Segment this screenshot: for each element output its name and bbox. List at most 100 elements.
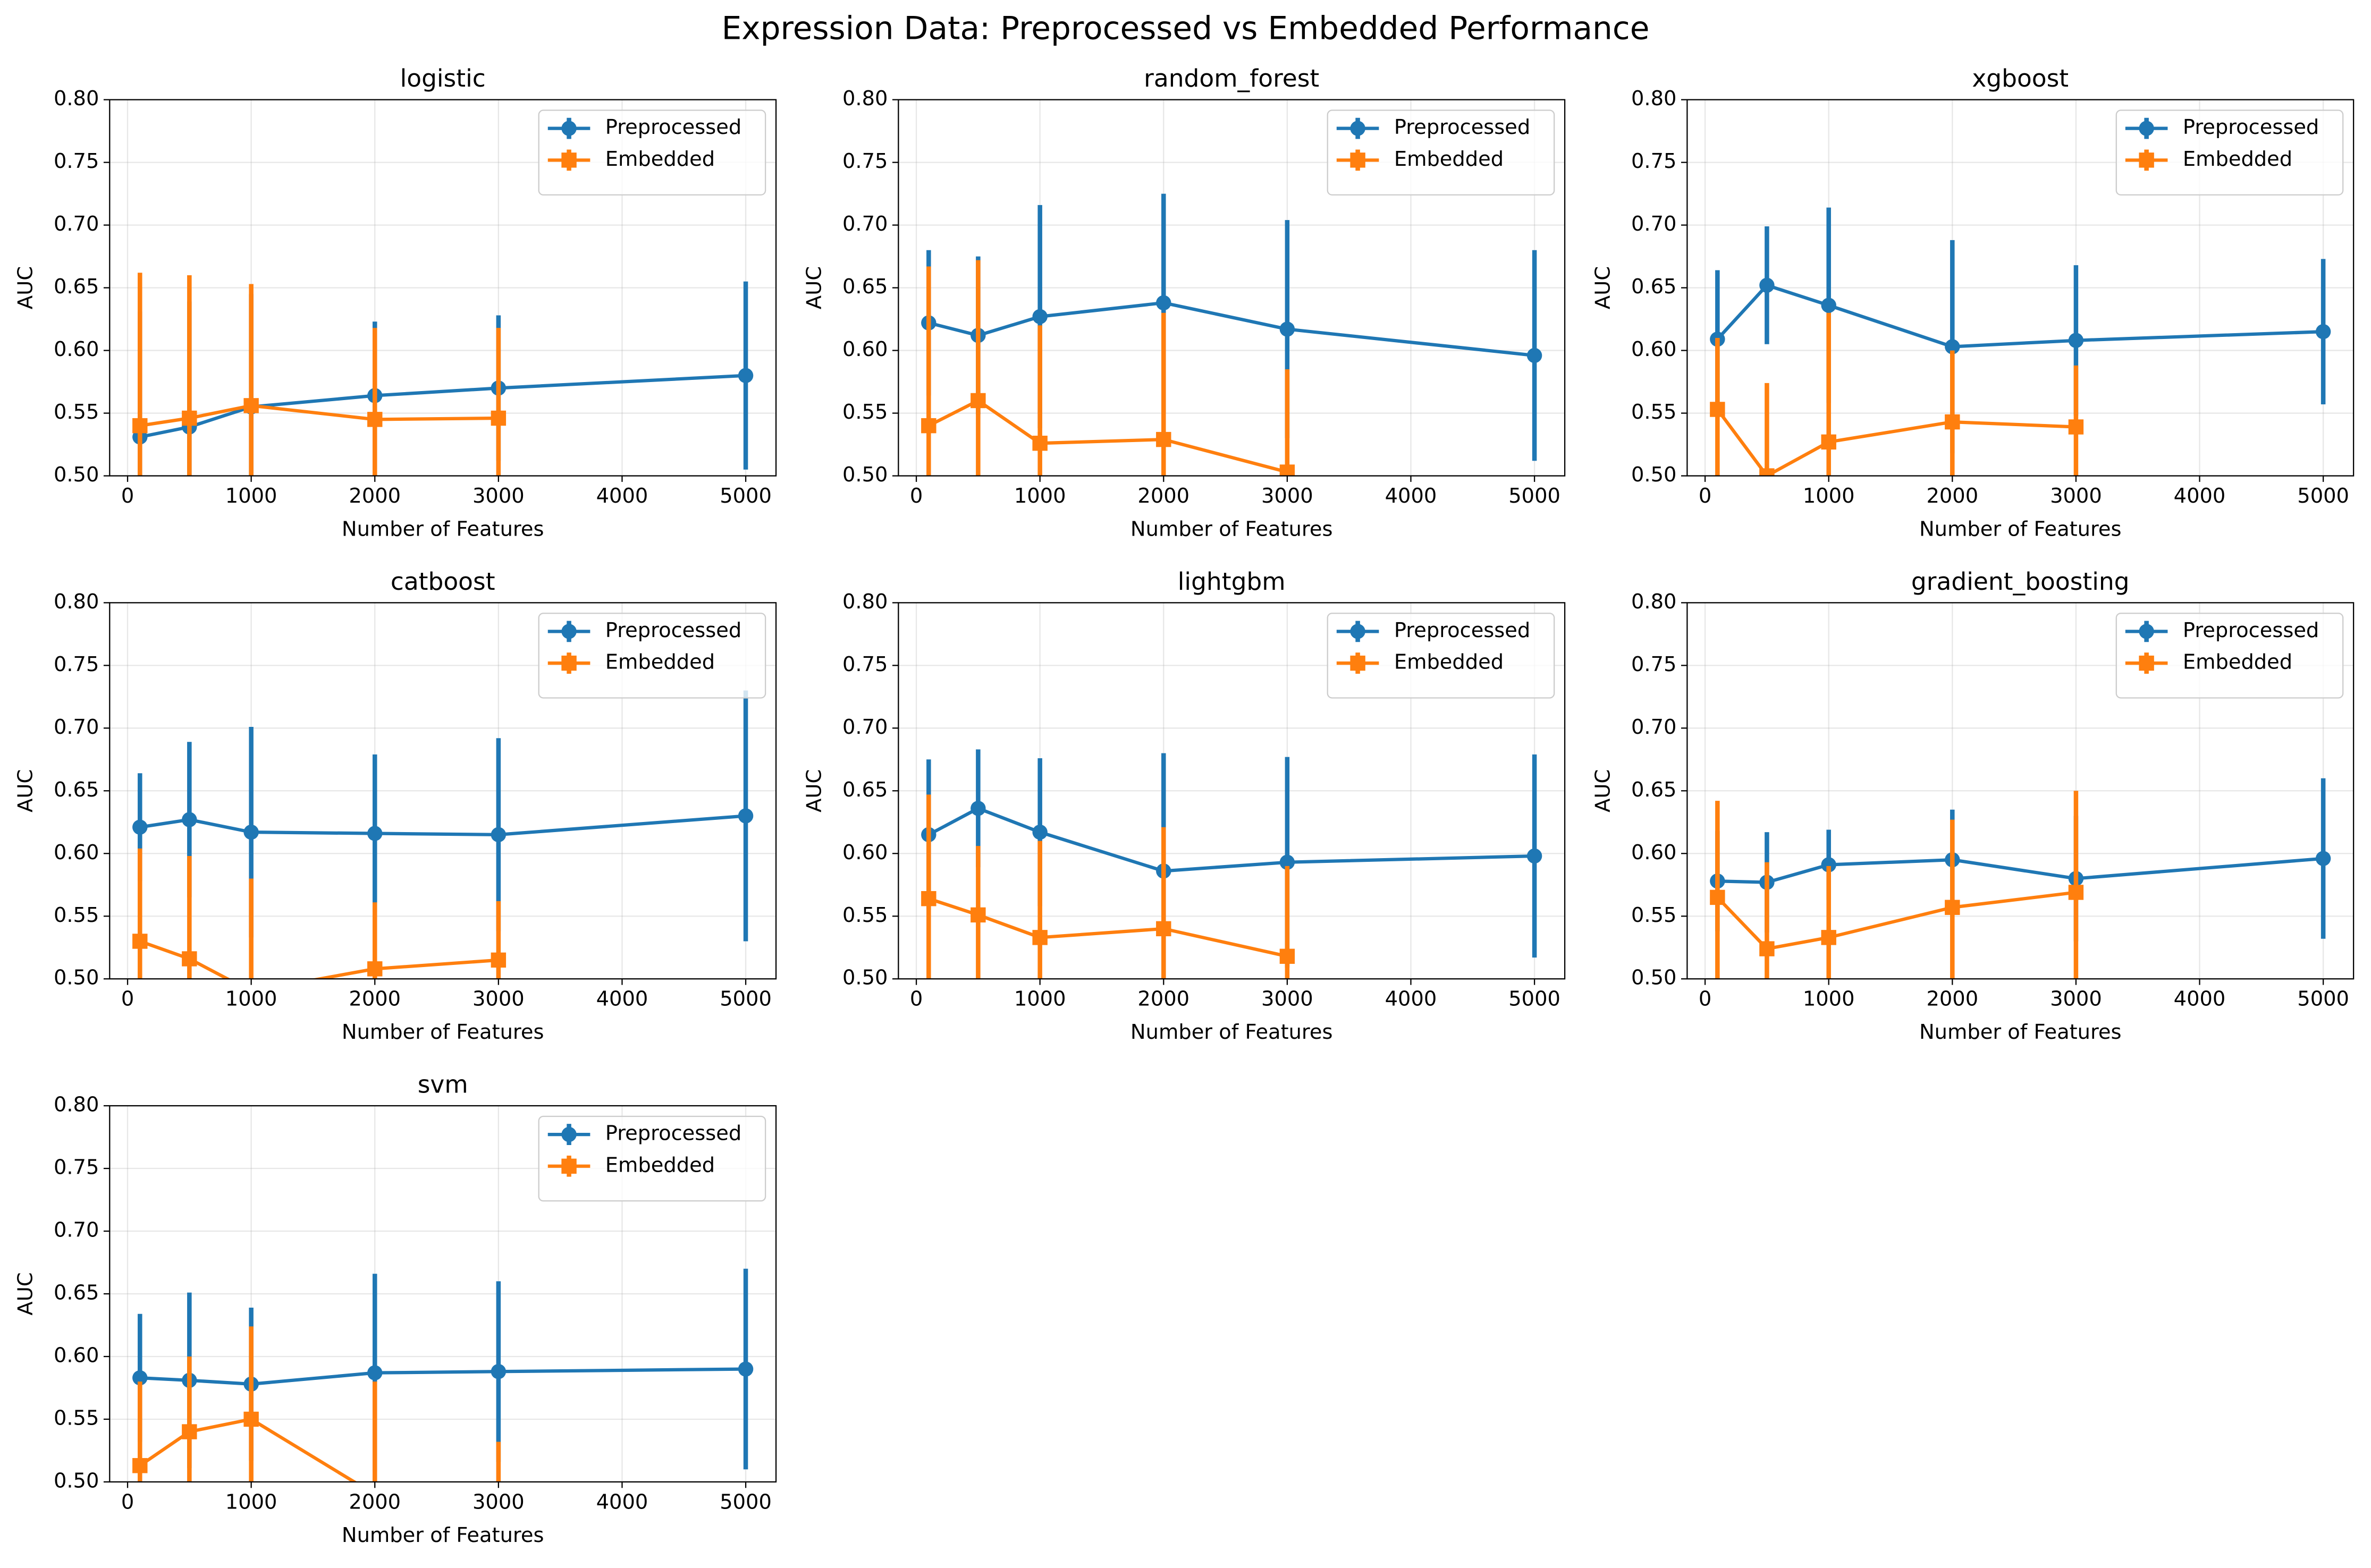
x-tick-label: 1000 xyxy=(1803,987,1855,1011)
marker xyxy=(1710,889,1725,905)
x-axis-label: Number of Features xyxy=(1130,517,1333,541)
y-tick-label: 0.70 xyxy=(1631,715,1676,739)
legend-label: Embedded xyxy=(2183,650,2292,674)
y-axis-label: AUC xyxy=(1591,266,1615,309)
series-line xyxy=(927,806,1535,873)
marker xyxy=(132,934,148,949)
marker xyxy=(921,891,936,906)
marker xyxy=(1759,468,1775,476)
marker xyxy=(1156,295,1171,311)
y-axis-label: AUC xyxy=(802,266,826,309)
y-axis-label: AUC xyxy=(13,266,37,309)
legend-box xyxy=(538,1115,766,1202)
axes-frame xyxy=(1686,99,2355,477)
x-tick-label: 3000 xyxy=(2050,987,2102,1011)
marker xyxy=(561,624,577,639)
marker xyxy=(132,1458,148,1473)
legend-label: Preprocessed xyxy=(605,115,741,139)
x-tick-label: 2000 xyxy=(349,1490,401,1514)
subplot-title: xgboost xyxy=(1972,64,2069,92)
y-tick-label: 0.65 xyxy=(54,778,99,802)
y-tick-label: 0.75 xyxy=(54,1156,99,1180)
y-tick-label: 0.65 xyxy=(54,1281,99,1305)
y-tick-label: 0.80 xyxy=(54,87,99,111)
x-tick-label: 1000 xyxy=(1803,484,1855,508)
x-tick-label: 2000 xyxy=(349,484,401,508)
x-axis-label: Number of Features xyxy=(1130,1020,1333,1044)
series-line xyxy=(139,374,746,439)
y-tick-label: 0.70 xyxy=(842,715,888,739)
y-tick-label: 0.50 xyxy=(54,1469,99,1493)
plot-area xyxy=(1710,778,2331,979)
marker xyxy=(132,819,148,835)
x-tick-label: 0 xyxy=(121,1490,134,1514)
plot-area xyxy=(1710,207,2331,476)
marker xyxy=(1032,309,1048,325)
y-tick-label: 0.55 xyxy=(54,1406,99,1430)
x-tick-label: 5000 xyxy=(720,987,772,1011)
x-tick-label: 4000 xyxy=(1385,987,1437,1011)
y-tick-label: 0.65 xyxy=(842,778,888,802)
marker xyxy=(1156,921,1171,937)
x-tick-label: 1000 xyxy=(225,1490,277,1514)
y-tick-label: 0.75 xyxy=(54,652,99,676)
subplot: 0.50 0.55 0.60 0.65 0.70 0.75 0.80 0 1000 2000 300… xyxy=(802,64,1566,541)
y-tick-label: 0.55 xyxy=(1631,400,1676,424)
x-tick-label: 4000 xyxy=(1385,484,1437,508)
x-tick-label: 1000 xyxy=(1014,987,1066,1011)
y-tick-label: 0.50 xyxy=(1631,966,1676,990)
marker xyxy=(1350,624,1365,639)
x-tick-label: 5000 xyxy=(2297,987,2349,1011)
marker xyxy=(1279,854,1295,870)
marker xyxy=(921,418,936,434)
x-tick-label: 2000 xyxy=(1137,987,1189,1011)
marker xyxy=(738,368,754,383)
y-tick-label: 0.65 xyxy=(54,275,99,299)
plot-area xyxy=(132,1268,754,1482)
axes-frame xyxy=(109,602,777,980)
marker xyxy=(367,961,383,977)
subplot: 0.50 0.55 0.60 0.65 0.70 0.75 0.80 0 1000 2000 300… xyxy=(13,1071,777,1547)
marker xyxy=(491,952,507,968)
x-tick-label: 1000 xyxy=(1014,484,1066,508)
series-line xyxy=(140,1367,746,1386)
x-axis-label: Number of Features xyxy=(342,517,544,541)
y-tick-label: 0.60 xyxy=(54,841,99,864)
y-tick-label: 0.65 xyxy=(842,275,888,299)
legend: Preprocessed Embedded xyxy=(1327,109,1555,196)
marker xyxy=(1526,347,1542,363)
x-tick-label: 4000 xyxy=(2174,484,2226,508)
marker xyxy=(1759,277,1775,293)
marker xyxy=(243,824,259,840)
subplot-title: logistic xyxy=(400,64,486,92)
marker xyxy=(491,827,507,843)
y-axis-label: AUC xyxy=(13,769,37,812)
marker xyxy=(561,121,577,136)
marker xyxy=(182,1424,197,1439)
x-tick-label: 5000 xyxy=(720,1490,772,1514)
legend-label: Embedded xyxy=(605,1153,715,1177)
y-tick-label: 0.60 xyxy=(1631,337,1676,361)
plot-area xyxy=(921,749,1542,979)
subplot: 0.50 0.55 0.60 0.65 0.70 0.75 0.80 0 1000 2000 300… xyxy=(802,567,1566,1044)
y-tick-label: 0.60 xyxy=(842,337,888,361)
legend-box xyxy=(1327,613,1555,699)
marker xyxy=(1279,464,1295,476)
x-tick-label: 0 xyxy=(121,987,134,1011)
x-tick-label: 3000 xyxy=(472,1490,525,1514)
x-tick-label: 2000 xyxy=(1137,484,1189,508)
legend: Preprocessed Embedded xyxy=(538,613,766,699)
y-tick-label: 0.70 xyxy=(1631,212,1676,236)
x-axis-label: Number of Features xyxy=(1919,517,2122,541)
legend-label: Preprocessed xyxy=(605,618,741,642)
marker xyxy=(1279,321,1295,337)
x-axis-label: Number of Features xyxy=(342,1020,544,1044)
marker xyxy=(2315,851,2331,866)
x-tick-label: 3000 xyxy=(1261,484,1313,508)
marker xyxy=(1156,431,1171,447)
y-tick-label: 0.60 xyxy=(1631,841,1676,864)
y-tick-label: 0.70 xyxy=(54,715,99,739)
marker xyxy=(182,951,197,967)
